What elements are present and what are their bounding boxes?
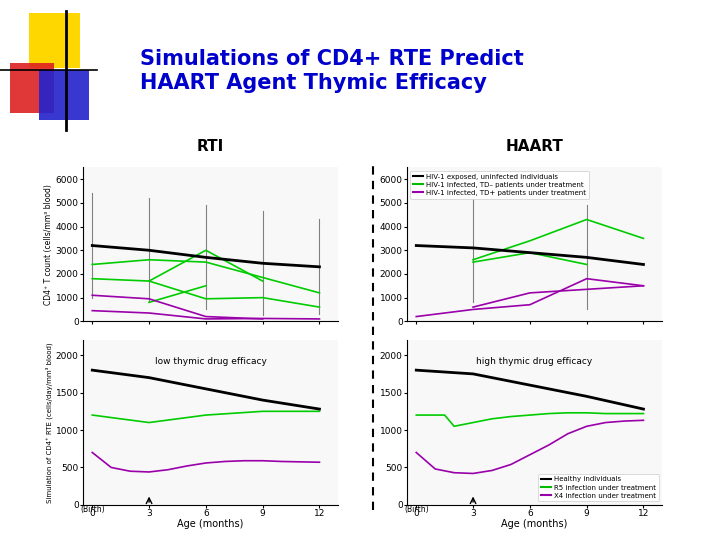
Legend: Healthy individuals, R5 infection under treatment, X4 infection under treatment: Healthy individuals, R5 infection under …: [538, 474, 659, 502]
Text: (Birth): (Birth): [404, 505, 428, 514]
Text: RTI: RTI: [197, 139, 224, 154]
Text: HAART: HAART: [505, 139, 564, 154]
X-axis label: Age (months): Age (months): [177, 519, 244, 529]
Y-axis label: CD4⁺ T count (cells/mm³ blood): CD4⁺ T count (cells/mm³ blood): [44, 184, 53, 305]
Bar: [10, 63, 55, 113]
Text: low thymic drug efficacy: low thymic drug efficacy: [155, 356, 266, 366]
X-axis label: Age (months): Age (months): [501, 519, 568, 529]
Bar: [39, 70, 89, 120]
Legend: HIV-1 exposed, uninfected individuals, HIV-1 infected, TD– patients under treatm: HIV-1 exposed, uninfected individuals, H…: [410, 171, 589, 199]
Y-axis label: Simulation of CD4⁺ RTE (cells/day/mm³ blood): Simulation of CD4⁺ RTE (cells/day/mm³ bl…: [45, 342, 53, 503]
Text: (Birth): (Birth): [80, 505, 104, 514]
Text: high thymic drug efficacy: high thymic drug efficacy: [477, 356, 593, 366]
Text: Simulations of CD4+ RTE Predict
HAART Agent Thymic Efficacy: Simulations of CD4+ RTE Predict HAART Ag…: [140, 49, 524, 93]
Bar: [29, 13, 80, 68]
